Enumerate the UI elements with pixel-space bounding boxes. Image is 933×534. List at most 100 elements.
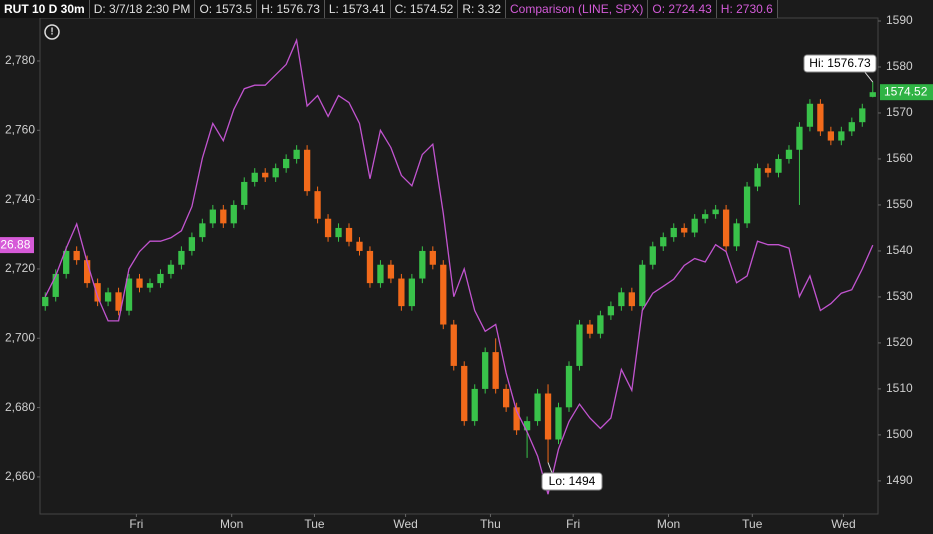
candle-body (712, 209, 719, 215)
candle-body (356, 241, 363, 251)
candle-body (283, 158, 290, 169)
last-price-tag (880, 84, 933, 101)
candle-body (83, 260, 91, 284)
y2-tick-label: 1520 (886, 335, 913, 349)
alert-icon-mark: ! (50, 27, 53, 38)
candle-body (241, 181, 248, 205)
header-item: Comparison (LINE, SPX) (506, 0, 649, 18)
y2-tick-label: 1530 (886, 289, 913, 303)
header: RUT 10 D 30m D: 3/7/18 2:30 PM O: 1573.5 H:… (0, 0, 778, 18)
candle-body (293, 149, 300, 159)
hi-box (803, 54, 877, 73)
header-item: H: 1576.73 (257, 0, 325, 18)
hi-pointer (864, 71, 874, 83)
header-item: D: 3/7/18 2:30 PM (89, 0, 196, 18)
candle-body (670, 227, 677, 238)
header-item: O: 1573.5 (195, 0, 258, 18)
lo-label: Lo: 1494 (549, 474, 596, 488)
candle-body (796, 126, 803, 150)
header-item: H: 2730.6 (716, 0, 778, 18)
candle-body (461, 365, 468, 422)
candle-body (419, 250, 426, 279)
header-item: L: 1573.41 (324, 0, 391, 18)
candle-body (639, 264, 646, 307)
candle-body (534, 393, 541, 422)
candle-body (722, 209, 730, 247)
candle-body (785, 149, 793, 159)
spx-line (44, 37, 874, 495)
y2-tick-label: 1580 (886, 59, 913, 73)
candle-body (743, 186, 751, 224)
candle-body (838, 131, 845, 141)
candle-body (366, 250, 374, 284)
hi-label: Hi: 1576.73 (809, 56, 871, 70)
candle-body (523, 421, 531, 431)
candle-body (387, 264, 395, 279)
candle-body (125, 278, 133, 311)
candle-body (157, 273, 164, 284)
candle-body (691, 218, 698, 233)
candle-body (775, 158, 782, 173)
candle-body (607, 306, 615, 316)
y2-tick-label: 1560 (886, 151, 913, 165)
candle-body (408, 278, 416, 307)
candle-body (167, 264, 175, 274)
candle-body (345, 227, 353, 242)
candle-body (649, 246, 656, 265)
lo-pointer (547, 462, 553, 474)
last-price: 1574.52 (884, 84, 928, 98)
y-tick-label: 2,740 (5, 192, 35, 206)
candle-body (335, 227, 342, 238)
candle-body (136, 278, 143, 288)
candle-body (555, 407, 562, 440)
y-tick-label: 2,680 (5, 400, 35, 414)
x-tick-label: Wed (393, 517, 417, 531)
alert-icon[interactable] (44, 24, 60, 40)
candle-body (52, 273, 59, 297)
candle-body (73, 250, 80, 261)
candle-body (377, 264, 384, 284)
candle-body (681, 227, 688, 233)
candle-body (398, 278, 405, 307)
y2-tick-label: 1590 (886, 13, 913, 27)
x-tick-label: Tue (304, 517, 325, 531)
candle-body (544, 393, 552, 440)
candle-body (565, 365, 573, 408)
y2-tick-label: 1570 (886, 105, 913, 119)
x-tick-label: Mon (657, 517, 680, 531)
candle-body (251, 172, 258, 182)
candle-body (618, 292, 625, 307)
header-item: RUT 10 D 30m (0, 0, 90, 18)
header-item: O: 2724.43 (648, 0, 717, 18)
y-tick-label: 2,720 (5, 261, 35, 275)
x-tick-label: Thu (480, 517, 501, 531)
candle-body (827, 131, 835, 141)
candle-body (209, 209, 216, 224)
candle-body (230, 204, 237, 224)
x-tick-label: Tue (742, 517, 763, 531)
candle-body (42, 296, 49, 307)
candle-body (502, 388, 510, 408)
y-tick-label: 2,760 (5, 122, 35, 136)
candle-body (303, 149, 311, 192)
x-tick-label: Fri (566, 517, 580, 531)
lo-box (541, 472, 603, 491)
last-compare-tag (0, 237, 34, 254)
candle-body (660, 237, 667, 247)
y2-tick-label: 1490 (886, 473, 913, 487)
candle-body (272, 168, 279, 178)
candle-body (628, 292, 635, 307)
candle-body (94, 283, 101, 302)
candle-body (492, 352, 499, 389)
candle-body (859, 108, 866, 123)
header-item: R: 3.32 (458, 0, 507, 18)
candle-body (806, 103, 814, 127)
candle-body (513, 407, 520, 431)
y-tick-label: 2,660 (5, 469, 35, 483)
y2-tick-label: 1510 (886, 381, 913, 395)
candle-body (586, 324, 594, 334)
y2-tick-label: 1550 (886, 197, 913, 211)
candle-body (764, 168, 772, 173)
